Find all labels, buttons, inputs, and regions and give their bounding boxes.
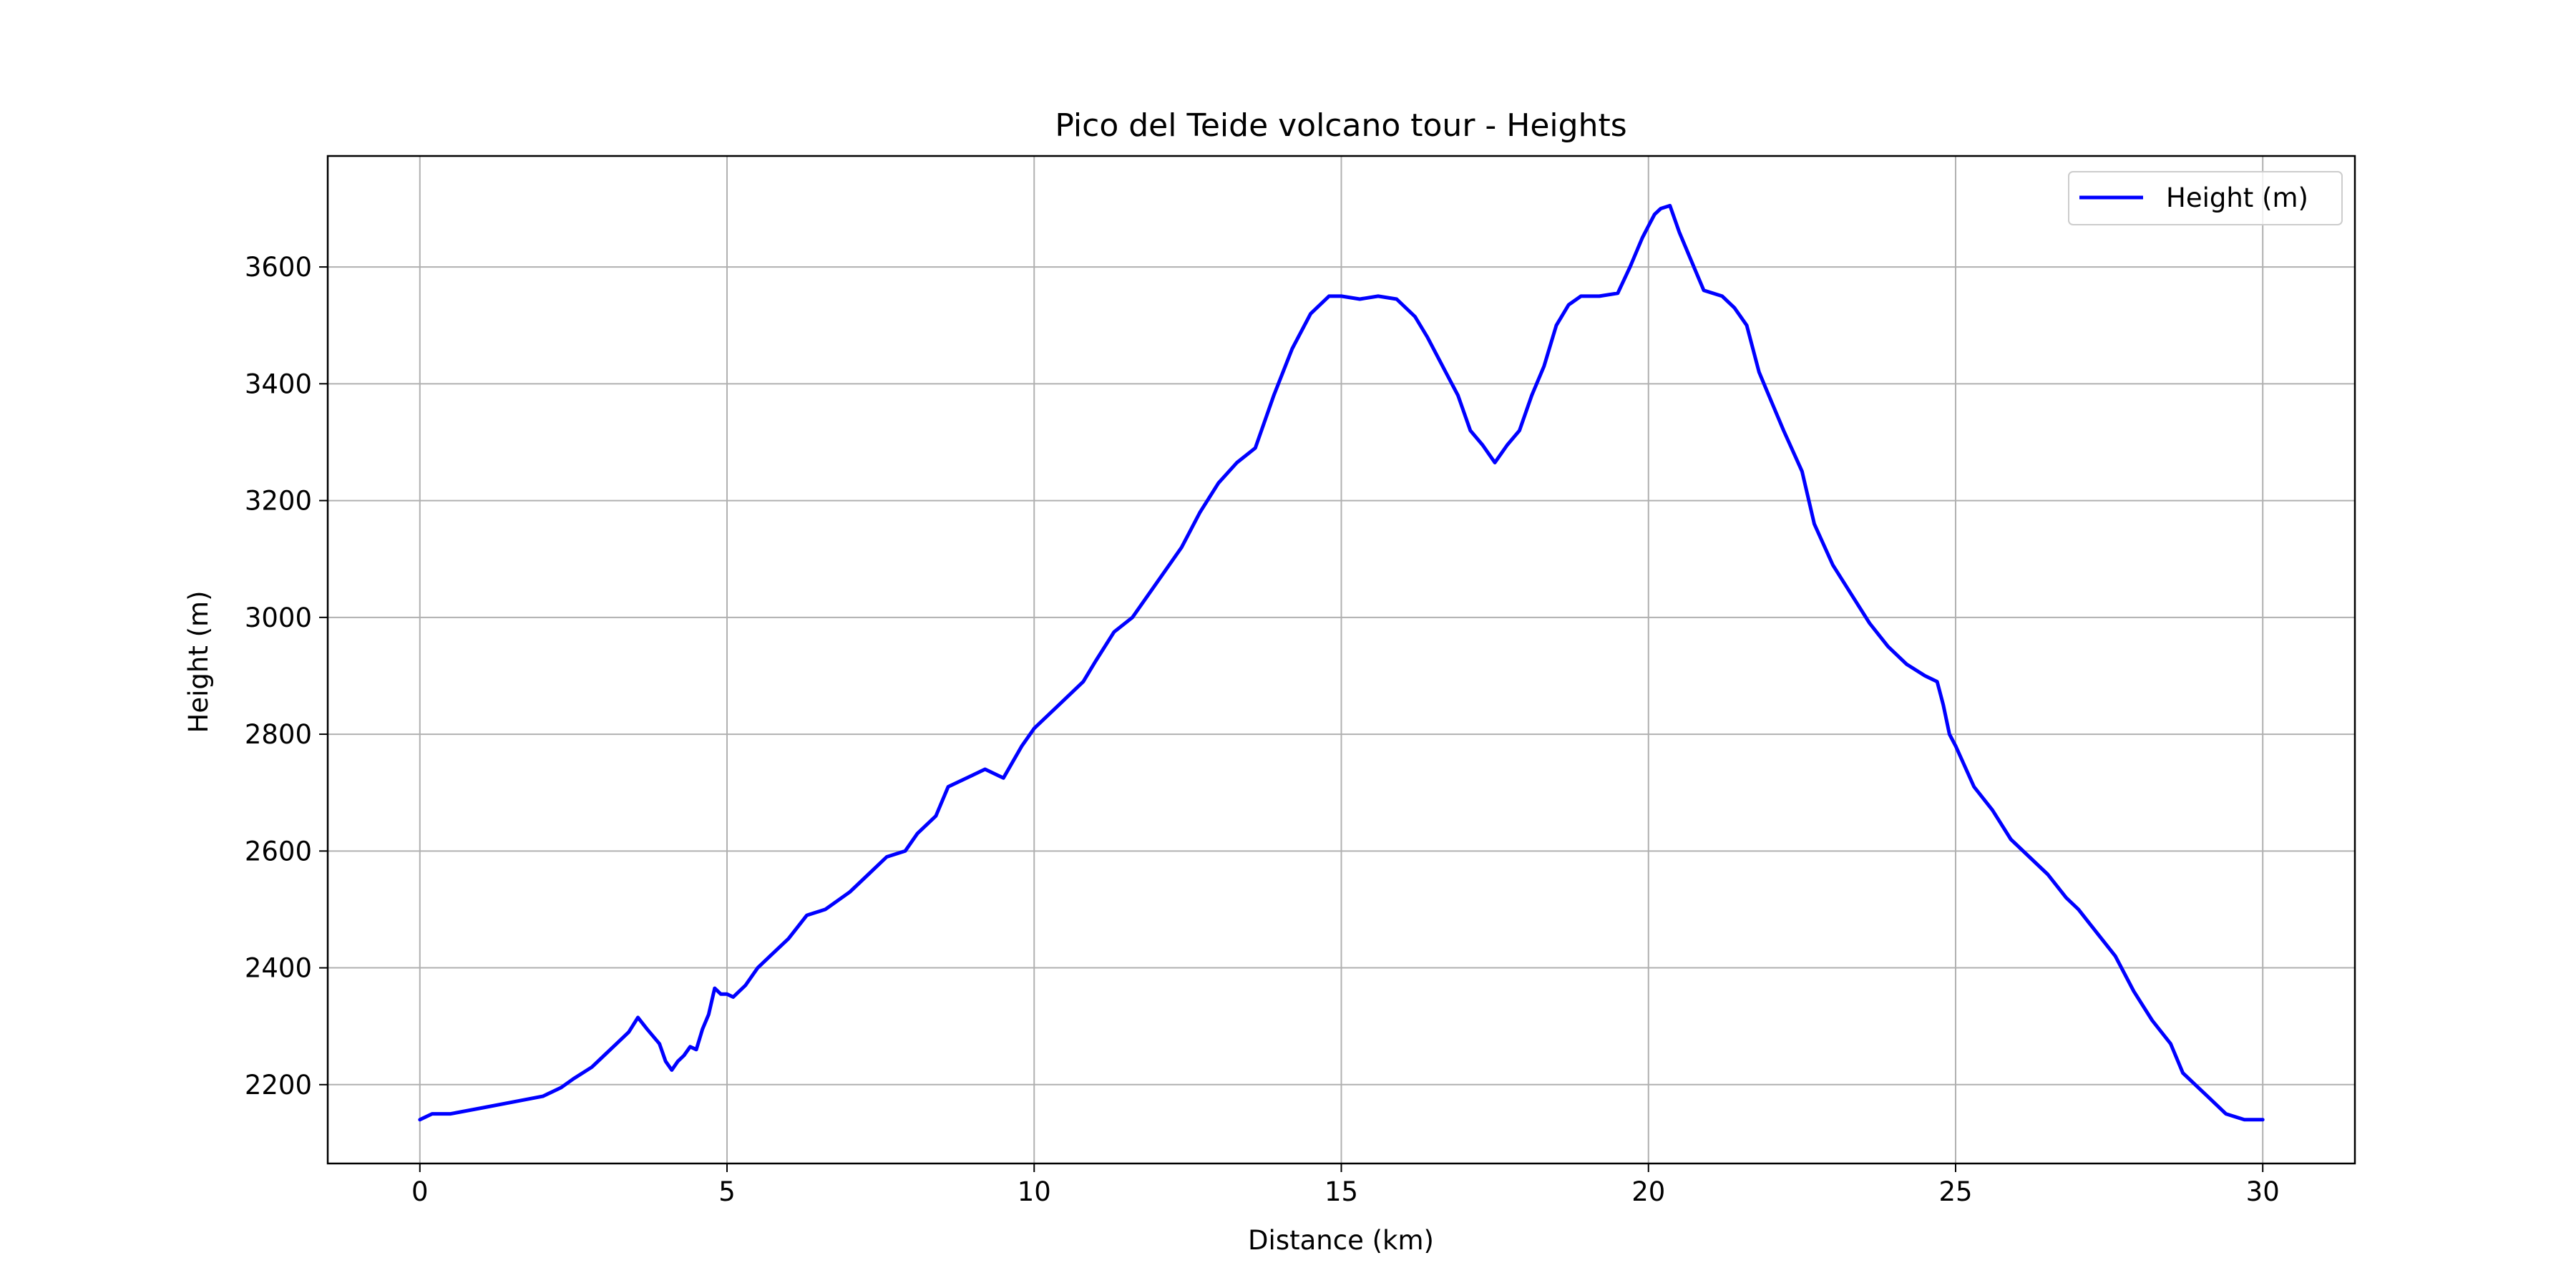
y-tick-label: 3200 [245,486,312,517]
x-tick-label: 15 [1324,1176,1358,1207]
y-tick-label: 2200 [245,1070,312,1101]
x-tick-label: 5 [718,1176,736,1207]
y-tick-label: 2400 [245,953,312,984]
series-layer [418,203,2265,1122]
y-tick-label: 3000 [245,602,312,633]
y-axis-ticks: 2200 2400 2600 2800 3000 3200 3400 3600 [245,252,328,1101]
legend-label: Height (m) [2166,182,2308,213]
legend-box [2068,171,2343,225]
x-tick-label: 10 [1018,1176,1051,1207]
x-tick-label: 20 [1631,1176,1665,1207]
x-axis-ticks: 0 5 10 15 20 25 30 [411,1163,2280,1207]
y-tick-label: 3600 [245,252,312,283]
x-tick-label: 30 [2246,1176,2280,1207]
chart-title: Pico del Teide volcano tour - Heights [1055,107,1626,144]
x-tick-label: 0 [411,1176,429,1207]
y-axis-label: Height (m) [183,591,214,733]
y-tick-label: 2800 [245,719,312,750]
x-tick-label: 25 [1938,1176,1972,1207]
grid-lines [328,156,2355,1163]
x-axis-label: Distance (km) [1248,1225,1434,1256]
y-tick-label: 2600 [245,836,312,867]
y-tick-label: 3400 [245,369,312,399]
series-line-height [418,203,2265,1122]
legend: Height (m) [2068,171,2343,225]
